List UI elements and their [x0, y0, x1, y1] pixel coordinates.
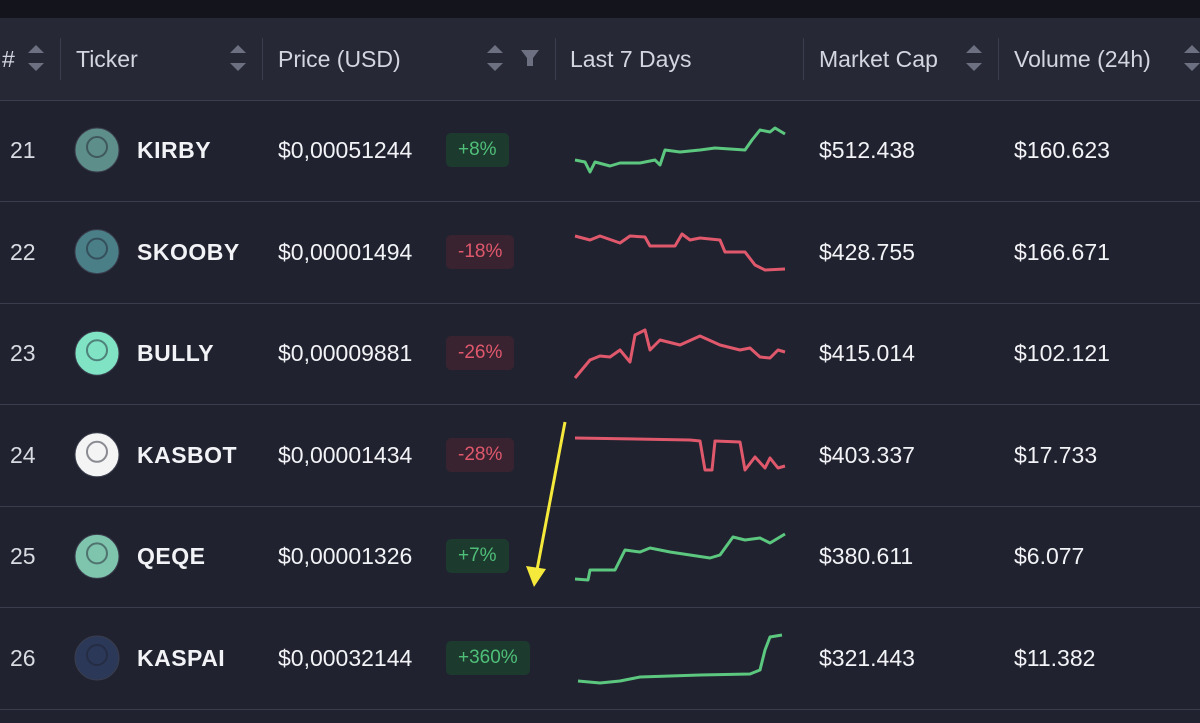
- sparkline: [577, 633, 783, 685]
- market-cap: $415.014: [819, 340, 915, 367]
- table-row: 25 QEQE $0,00001326 +7% $380.611 $6.077: [0, 506, 1200, 609]
- volume: $6.077: [1014, 543, 1085, 570]
- sort-icon: [487, 45, 503, 71]
- avatar-detail: [86, 542, 108, 565]
- price: $0,00001434: [278, 441, 413, 468]
- filter-icon: [521, 50, 539, 66]
- table-row: 23 BULLY $0,00009881 -26% $415.014 $102.121: [0, 303, 1200, 406]
- price: $0,00051244: [278, 137, 413, 163]
- rank: 21: [10, 137, 36, 163]
- token-avatar: [74, 432, 120, 478]
- column-separator: [262, 38, 263, 80]
- ticker: KIRBY: [137, 137, 212, 163]
- ticker: SKOOBY: [137, 238, 240, 265]
- market-cap: $403.337: [819, 441, 915, 468]
- rank: 23: [10, 340, 36, 367]
- token-avatar: [74, 533, 120, 579]
- rank: 22: [10, 238, 36, 265]
- column-separator: [998, 38, 999, 80]
- volume: $11.382: [1014, 645, 1096, 671]
- sparkline: [574, 436, 786, 472]
- token-avatar: [74, 127, 120, 173]
- sort-icon: [230, 45, 246, 71]
- column-header: Volume (24h): [1014, 46, 1151, 72]
- ticker: BULLY: [137, 340, 215, 367]
- avatar-detail: [86, 237, 108, 260]
- volume: $17.733: [1014, 441, 1098, 468]
- change-badge: +360%: [446, 641, 530, 675]
- token-avatar: [74, 635, 120, 681]
- avatar-detail: [86, 136, 108, 158]
- rank: 25: [10, 543, 36, 570]
- sparkline: [573, 328, 786, 379]
- top-bar: [0, 0, 1200, 18]
- volume: $166.671: [1014, 238, 1110, 265]
- volume: $160.623: [1014, 137, 1110, 163]
- token-avatar: [74, 330, 120, 376]
- table-row: 24 KASBOT $0,00001434 -28% $403.337 $17.733: [0, 405, 1200, 507]
- token-avatar: [74, 229, 120, 275]
- sort-icon: [966, 45, 982, 71]
- column-separator: [803, 38, 804, 80]
- volume: $102.121: [1014, 340, 1110, 367]
- table-row: 21 KIRBY $0,00051244 +8% $512.438 $160.623: [0, 100, 1200, 202]
- market-cap: $512.438: [819, 137, 915, 163]
- change-badge: -28%: [446, 437, 515, 472]
- market-cap: $380.611: [819, 543, 914, 570]
- table-header: # Ticker Price (USD) Last 7 Days Market Cap V…: [0, 18, 1200, 101]
- avatar-detail: [86, 339, 108, 362]
- sparkline: [574, 126, 786, 174]
- table-row: 22 SKOOBY $0,00001494 -18% $428.755 $166.671: [0, 202, 1200, 304]
- market-cap: $428.755: [819, 238, 915, 265]
- sort-icon: [1184, 45, 1200, 71]
- price: $0,00032144: [278, 645, 413, 671]
- column-header: Last 7 Days: [570, 46, 692, 72]
- sort-icon: [28, 45, 44, 71]
- ticker: QEQE: [137, 543, 206, 570]
- column-header: Market Cap: [819, 46, 938, 72]
- price: $0,00001494: [278, 238, 413, 265]
- change-badge: +7%: [446, 539, 509, 574]
- ticker: KASBOT: [137, 441, 238, 468]
- column-header: Price (USD): [278, 46, 401, 72]
- avatar-detail: [86, 644, 108, 666]
- avatar-detail: [86, 440, 108, 463]
- annotation-arrow: [535, 421, 567, 571]
- rank: 26: [10, 645, 36, 671]
- column-separator: [60, 38, 61, 80]
- price: $0,00009881: [278, 340, 413, 367]
- column-header: Ticker: [76, 46, 138, 72]
- change-badge: -26%: [446, 336, 515, 371]
- table-row: 26 KASPAI $0,00032144 +360% $321.443 $11.382: [0, 608, 1200, 710]
- market-cap: $321.443: [819, 645, 915, 671]
- sparkline: [574, 532, 786, 582]
- column-separator: [555, 38, 556, 80]
- rank: 24: [10, 441, 36, 468]
- ticker: KASPAI: [137, 645, 226, 671]
- change-badge: +8%: [446, 133, 509, 167]
- column-header: #: [2, 46, 15, 72]
- sparkline: [574, 232, 786, 272]
- annotation-arrowhead: [526, 566, 546, 587]
- change-badge: -18%: [446, 234, 515, 269]
- price: $0,00001326: [278, 543, 413, 570]
